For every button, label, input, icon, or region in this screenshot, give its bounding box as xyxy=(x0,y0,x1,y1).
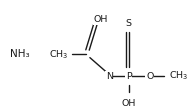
Text: OH: OH xyxy=(93,15,108,24)
Text: S: S xyxy=(126,19,132,28)
Text: O: O xyxy=(146,72,153,81)
Text: NH₃: NH₃ xyxy=(10,49,29,59)
Text: CH$_3$: CH$_3$ xyxy=(169,70,189,82)
Text: OH: OH xyxy=(121,99,136,108)
Text: P: P xyxy=(126,72,131,81)
Text: CH$_3$: CH$_3$ xyxy=(49,48,69,61)
Text: N: N xyxy=(106,72,113,81)
